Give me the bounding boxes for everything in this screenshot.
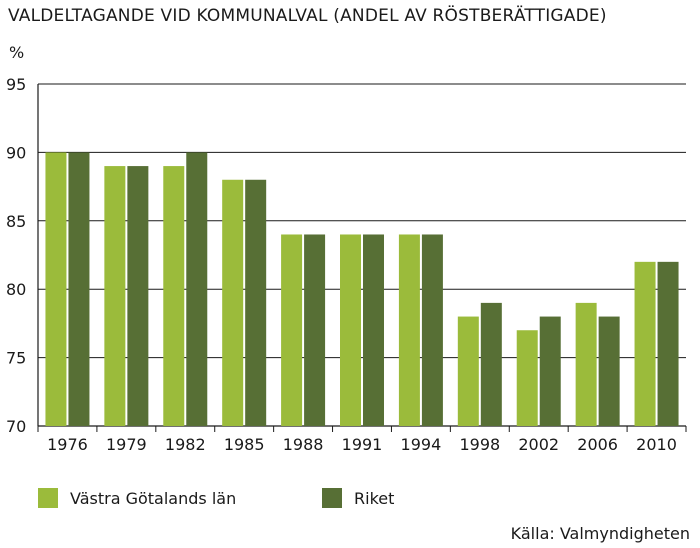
bar-riket-1979 <box>127 166 149 426</box>
bar-riket-1985 <box>245 179 267 426</box>
bar-riket-2010 <box>657 261 679 426</box>
bar-vastra-gotaland-1991 <box>340 234 361 426</box>
x-tick-label: 1982 <box>165 435 206 454</box>
bar-vastra-gotaland-1985 <box>222 179 244 426</box>
legend-label-vastra-gotaland: Västra Götalands län <box>70 488 237 508</box>
bar-vastra-gotaland-2010 <box>634 261 656 426</box>
bar-vastra-gotaland-1982 <box>163 166 185 426</box>
x-tick-label: 1998 <box>459 435 500 454</box>
y-tick-label: 90 <box>6 143 26 162</box>
x-tick-label: 2006 <box>577 435 618 454</box>
chart-title: VALDELTAGANDE VID KOMMUNALVAL (ANDEL AV … <box>8 6 607 26</box>
bar-riket-1998 <box>480 302 502 426</box>
bar-vastra-gotaland-2002 <box>516 330 538 426</box>
bar-riket-1988 <box>304 234 326 426</box>
x-tick-label: 1976 <box>47 435 88 454</box>
legend-item-vastra-gotaland: Västra Götalands län <box>38 487 236 509</box>
bar-vastra-gotaland-1988 <box>281 234 303 426</box>
legend-swatch-vastra-gotaland <box>38 488 58 508</box>
legend-swatch-riket <box>322 488 342 508</box>
x-tick-label: 1985 <box>224 435 265 454</box>
bar-riket-2002 <box>539 316 561 426</box>
bar-riket-1982 <box>186 152 208 426</box>
legend-item-riket: Riket <box>322 487 394 509</box>
bar-vastra-gotaland-2006 <box>575 302 597 426</box>
bar-riket-2006 <box>598 316 620 426</box>
bar-vastra-gotaland-1979 <box>104 166 126 426</box>
x-tick-label: 1979 <box>106 435 147 454</box>
bar-riket-1976 <box>68 152 90 426</box>
legend-label-riket: Riket <box>354 488 395 508</box>
bar-riket-1994 <box>421 234 443 426</box>
bar-riket-1991 <box>363 234 384 426</box>
y-tick-label: 95 <box>6 75 26 94</box>
x-tick-label: 1991 <box>342 435 383 454</box>
y-tick-label: 75 <box>6 349 26 368</box>
bar-vastra-gotaland-1998 <box>457 316 479 426</box>
y-tick-label: 80 <box>6 280 26 299</box>
x-tick-label: 2002 <box>518 435 559 454</box>
bar-vastra-gotaland-1976 <box>45 152 67 426</box>
x-tick-label: 1988 <box>283 435 324 454</box>
source-note: Källa: Valmyndigheten <box>510 524 690 543</box>
bar-vastra-gotaland-1994 <box>398 234 420 426</box>
x-tick-label: 2010 <box>636 435 677 454</box>
y-tick-label: 85 <box>6 212 26 231</box>
y-axis-unit-label: % <box>9 43 25 62</box>
y-tick-label: 70 <box>6 417 26 436</box>
x-tick-label: 1994 <box>401 435 442 454</box>
